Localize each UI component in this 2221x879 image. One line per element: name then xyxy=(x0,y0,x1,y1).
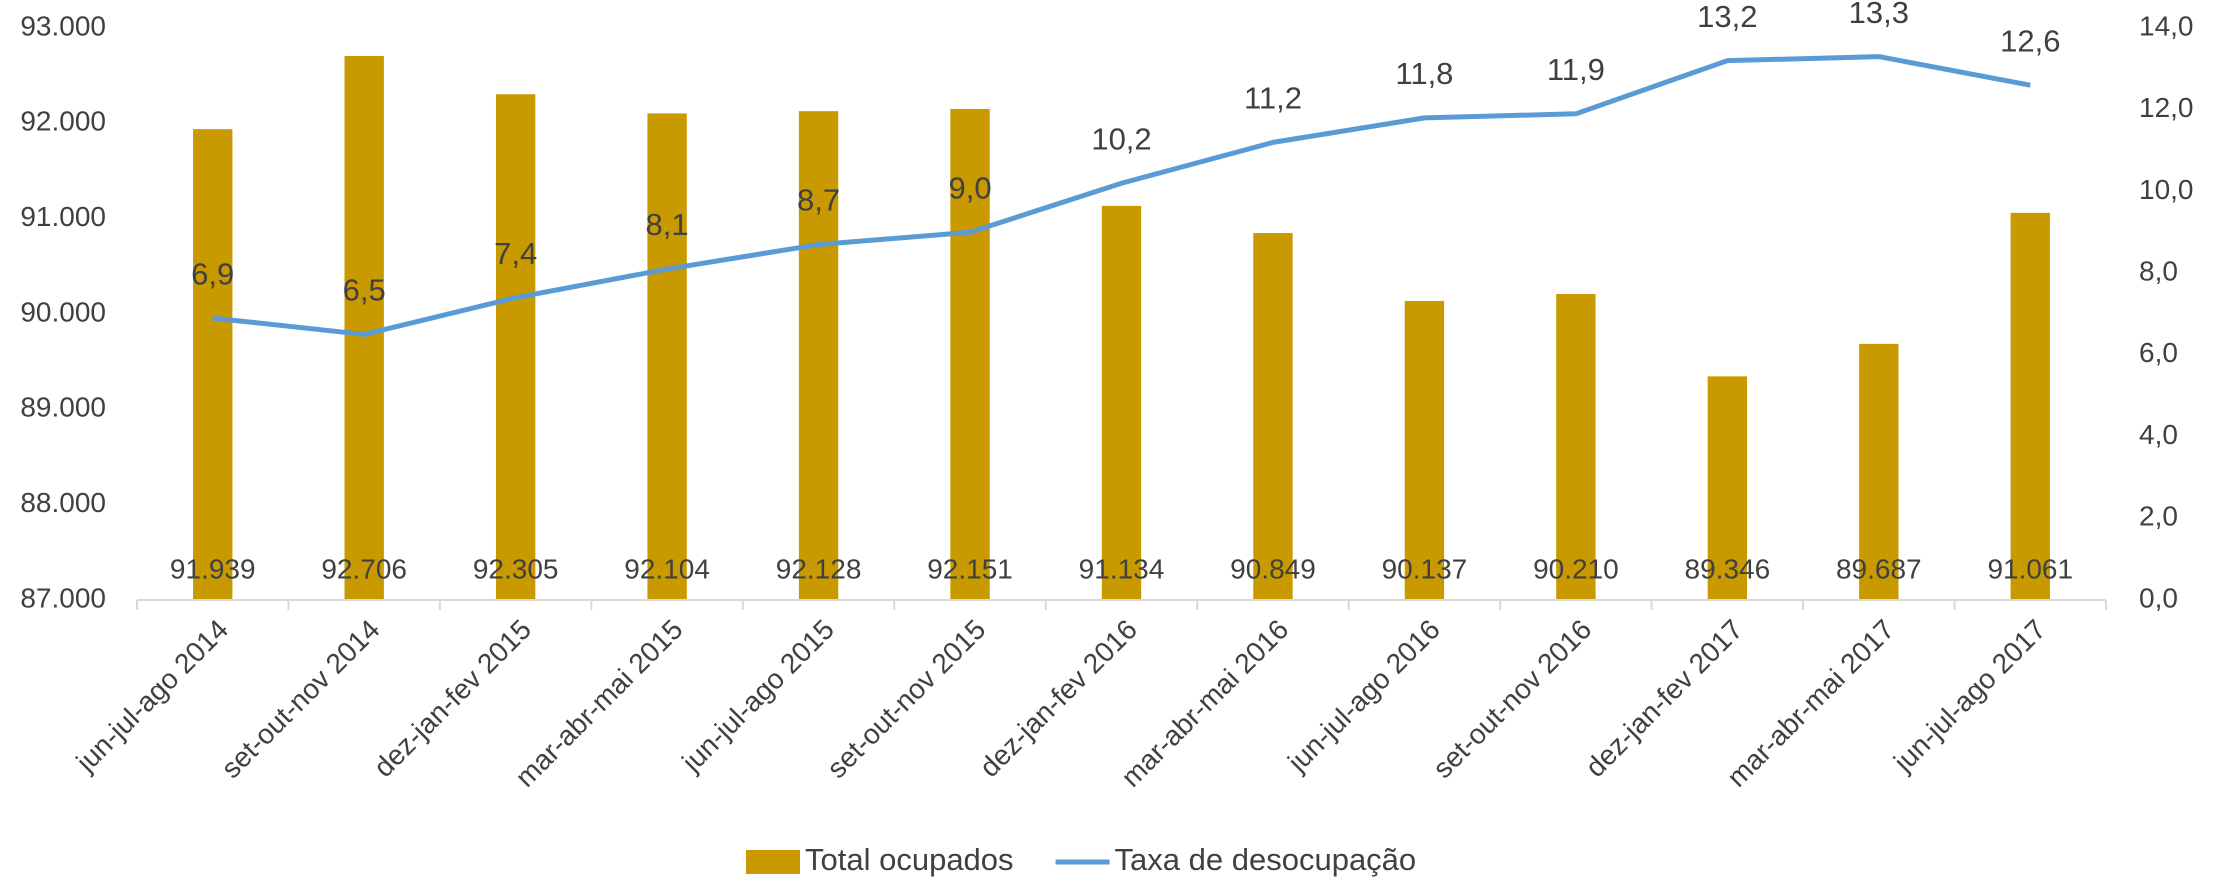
y2-tick-label: 4,0 xyxy=(2139,419,2178,450)
line-label: 10,2 xyxy=(1091,121,1151,156)
bar xyxy=(1253,233,1293,600)
legend-label: Total ocupados xyxy=(805,842,1014,877)
bar xyxy=(1859,343,1899,600)
bar xyxy=(344,56,384,600)
line-label: 12,6 xyxy=(2000,23,2060,58)
line-label: 6,5 xyxy=(343,273,386,308)
legend-swatch xyxy=(746,850,800,874)
bar xyxy=(950,108,990,601)
bar xyxy=(495,94,536,601)
x-tick-label: set-out-nov 2016 xyxy=(1427,614,1598,785)
line-label: 6,9 xyxy=(191,256,234,291)
x-tick-label: dez-jan-fev 2015 xyxy=(368,614,537,783)
bar xyxy=(1556,293,1596,600)
bar xyxy=(798,111,839,600)
bar xyxy=(647,113,687,600)
y2-tick-label: 8,0 xyxy=(2139,256,2178,287)
line-label: 11,8 xyxy=(1395,56,1453,91)
y2-tick-label: 12,0 xyxy=(2139,92,2194,123)
line-label: 13,2 xyxy=(1697,0,1757,34)
bar-label: 92.128 xyxy=(776,553,862,584)
x-tick-label: jun-jul-ago 2014 xyxy=(70,614,235,779)
line-label: 11,9 xyxy=(1547,52,1605,87)
y-tick-label: 92.000 xyxy=(20,106,106,137)
y2-tick-label: 10,0 xyxy=(2139,174,2194,205)
bar xyxy=(193,129,233,600)
line-label: 9,0 xyxy=(948,170,991,205)
bar-label: 91.939 xyxy=(170,553,256,584)
x-tick-label: jun-jul-ago 2016 xyxy=(1281,614,1446,779)
x-tick-label: set-out-nov 2015 xyxy=(821,614,992,785)
y2-tick-label: 0,0 xyxy=(2139,582,2178,613)
x-tick-label: mar-abr-mai 2015 xyxy=(509,614,688,793)
bar xyxy=(1404,300,1445,600)
y2-tick-label: 6,0 xyxy=(2139,337,2178,368)
y-tick-label: 89.000 xyxy=(20,392,106,423)
x-tick-label: dez-jan-fev 2017 xyxy=(1579,614,1748,783)
bar-label: 90.210 xyxy=(1533,553,1619,584)
bar-label: 92.305 xyxy=(473,553,559,584)
bar xyxy=(2010,212,2050,601)
bar xyxy=(1101,205,1142,600)
bar-label: 92.104 xyxy=(624,553,710,584)
y2-tick-label: 2,0 xyxy=(2139,501,2178,532)
y-tick-label: 87.000 xyxy=(20,582,106,613)
y-tick-label: 91.000 xyxy=(20,201,106,232)
y2-tick-label: 14,0 xyxy=(2139,10,2194,41)
bar-label: 89.687 xyxy=(1836,553,1922,584)
bar-label: 90.137 xyxy=(1382,553,1468,584)
y-tick-label: 88.000 xyxy=(20,487,106,518)
line-label: 7,4 xyxy=(494,236,537,271)
legend-label: Taxa de desocupação xyxy=(1115,842,1417,877)
x-tick-label: mar-abr-mai 2017 xyxy=(1721,614,1900,793)
bar-label: 91.061 xyxy=(1987,553,2073,584)
bar-label: 89.346 xyxy=(1685,553,1771,584)
y-tick-label: 90.000 xyxy=(20,296,106,327)
x-tick-label: jun-jul-ago 2015 xyxy=(675,614,840,779)
bar-label: 90.849 xyxy=(1230,553,1316,584)
bar xyxy=(1707,376,1748,600)
line-label: 8,7 xyxy=(797,183,840,218)
line xyxy=(212,54,2031,337)
x-tick-label: set-out-nov 2014 xyxy=(215,614,386,785)
line-label: 8,1 xyxy=(646,207,689,242)
bar-label: 92.706 xyxy=(321,553,407,584)
bar-label: 91.134 xyxy=(1079,553,1165,584)
line-label: 11,2 xyxy=(1244,81,1302,116)
x-tick-label: jun-jul-ago 2017 xyxy=(1887,614,2052,779)
x-tick-label: mar-abr-mai 2016 xyxy=(1115,614,1294,793)
line-label: 13,3 xyxy=(1849,0,1909,30)
x-tick-label: dez-jan-fev 2016 xyxy=(974,614,1143,783)
bar-label: 92.151 xyxy=(927,553,1013,584)
y-tick-label: 93.000 xyxy=(20,10,106,41)
